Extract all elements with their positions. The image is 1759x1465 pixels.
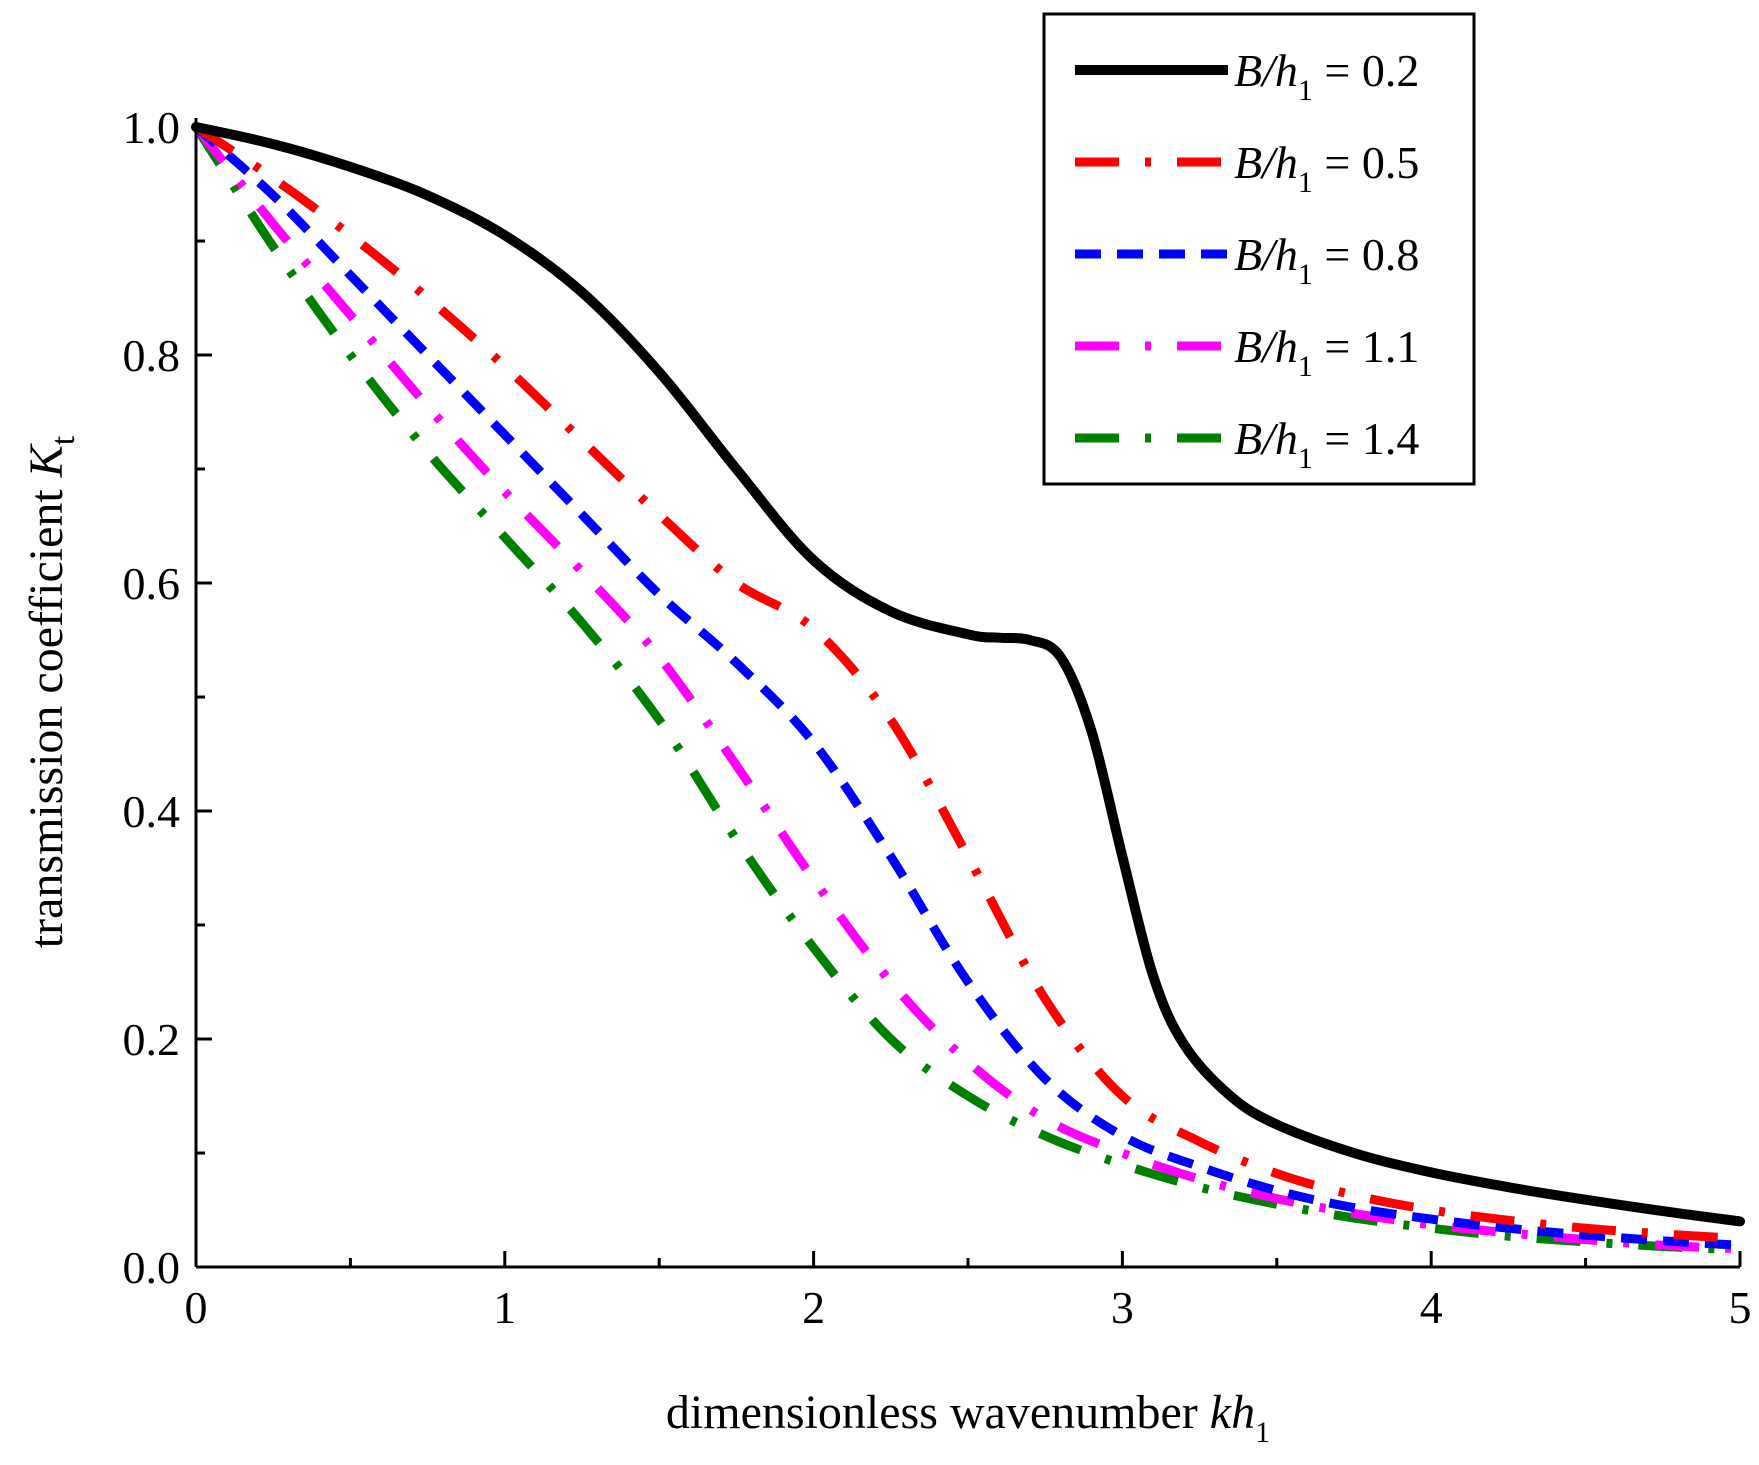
legend-label-5: B/h1 = 1.4 (1234, 413, 1419, 475)
plot-area: 0 1 2 3 4 5 0.0 0.2 0.4 0.6 0.8 1.0 (123, 102, 1752, 1333)
legend-label-sub: 1 (1298, 258, 1313, 291)
legend-label-sub: 1 (1298, 74, 1313, 107)
legend-label-rest: = 1.1 (1313, 321, 1419, 372)
x-axis-title-main: dimensionless wavenumber (666, 1386, 1210, 1439)
legend-label-rest: = 0.5 (1313, 137, 1419, 188)
legend-label-rest: = 1.4 (1313, 413, 1419, 464)
y-tick-label: 0.6 (123, 558, 181, 609)
x-axis-title-var: kh (1210, 1386, 1255, 1439)
legend-entries: B/h1 = 0.2B/h1 = 0.5B/h1 = 0.8B/h1 = 1.1… (1075, 45, 1419, 475)
legend-label-sub: 1 (1298, 350, 1313, 383)
y-tick-label: 1.0 (123, 102, 181, 153)
x-tick-label: 3 (1111, 1282, 1134, 1333)
series-line-5 (192, 124, 1741, 1255)
legend-label-sub: 1 (1298, 442, 1313, 475)
x-tick-label: 5 (1729, 1282, 1752, 1333)
x-tick-label: 1 (493, 1282, 516, 1333)
legend-label-4: B/h1 = 1.1 (1234, 321, 1419, 383)
series-line-2 (193, 123, 1741, 1243)
series-line-4 (192, 124, 1741, 1254)
legend: B/h1 = 0.2B/h1 = 0.5B/h1 = 0.8B/h1 = 1.1… (1042, 12, 1476, 486)
legend-box (1042, 12, 1476, 486)
y-axis-title: transmission coefficient Kt (20, 435, 82, 948)
y-axis-title-var: K (20, 442, 73, 478)
y-tick-label: 0.4 (123, 786, 181, 837)
legend-label-var: B/h (1234, 413, 1298, 464)
y-axis-title-main: transmission coefficient (20, 477, 73, 948)
x-tick-label: 2 (802, 1282, 825, 1333)
legend-label-rest: = 0.2 (1313, 45, 1419, 96)
legend-label-var: B/h (1234, 45, 1298, 96)
y-tick-label: 0.0 (123, 1242, 181, 1293)
x-axis-title: dimensionless wavenumber kh1 (666, 1386, 1270, 1449)
y-tick-label: 0.2 (123, 1014, 181, 1065)
x-ticks: 0 1 2 3 4 5 (185, 1251, 1752, 1333)
y-ticks: 0.0 0.2 0.4 0.6 0.8 1.0 (123, 102, 212, 1293)
legend-label-var: B/h (1234, 321, 1298, 372)
legend-label-rest: = 0.8 (1313, 229, 1419, 280)
legend-label-3: B/h1 = 0.8 (1234, 229, 1419, 291)
legend-label-2: B/h1 = 0.5 (1234, 137, 1419, 199)
legend-label-var: B/h (1234, 137, 1298, 188)
x-tick-label: 0 (185, 1282, 208, 1333)
series-line-3 (193, 123, 1741, 1250)
series-layer (191, 122, 1745, 1255)
y-axis-title-sub: t (45, 435, 82, 445)
series-line-1 (191, 122, 1745, 1227)
x-tick-label: 4 (1420, 1282, 1443, 1333)
legend-label-1: B/h1 = 0.2 (1234, 45, 1419, 107)
legend-label-var: B/h (1234, 229, 1298, 280)
x-axis-title-sub: 1 (1255, 1416, 1270, 1449)
legend-label-sub: 1 (1298, 166, 1313, 199)
y-tick-label: 0.8 (123, 330, 181, 381)
